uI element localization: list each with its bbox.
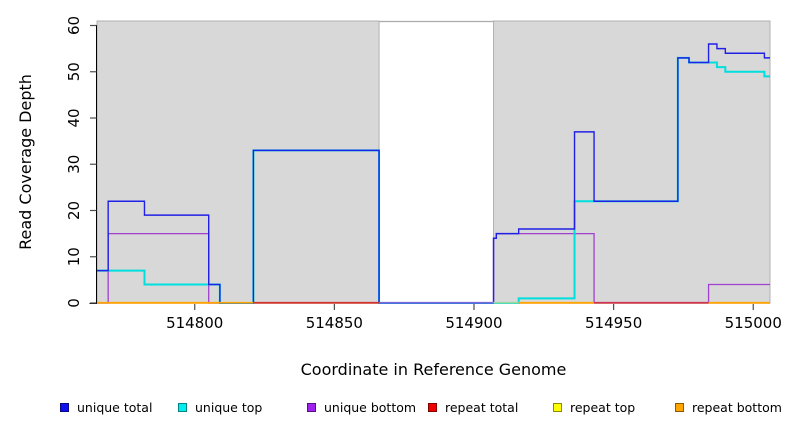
- y-tick-label: 40: [65, 108, 83, 127]
- y-tick-label: 30: [65, 155, 83, 174]
- covered-region-right: [493, 20, 771, 304]
- y-tick-label: 20: [65, 201, 83, 220]
- y-tick-label: 60: [65, 16, 83, 35]
- x-tick-label: 514800: [166, 314, 223, 332]
- x-tick-label: 514850: [306, 314, 363, 332]
- y-tick-label: 10: [65, 247, 83, 266]
- x-tick-label: 514900: [445, 314, 502, 332]
- x-axis-title: Coordinate in Reference Genome: [301, 360, 567, 379]
- x-tick-label: 515000: [725, 314, 782, 332]
- y-tick-label: 50: [65, 62, 83, 81]
- x-tick-label: 514950: [585, 314, 642, 332]
- covered-region-left: [96, 20, 380, 304]
- y-tick-label: 0: [65, 298, 83, 308]
- series-line-unique-total: [97, 43, 770, 304]
- y-axis-title: Read Coverage Depth: [16, 74, 35, 250]
